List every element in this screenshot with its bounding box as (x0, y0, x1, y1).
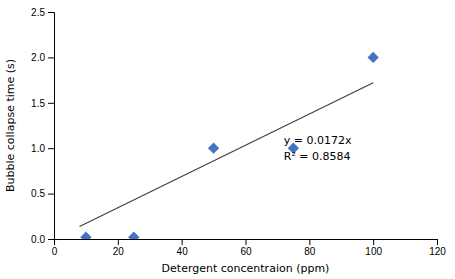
y-tick: 0.5 (31, 188, 54, 199)
y-axis-title: Bubble collapse time (s) (4, 59, 17, 192)
scatter-point (128, 232, 139, 239)
x-tick: 20 (113, 239, 125, 257)
y-tick: 2.5 (31, 7, 54, 18)
y-tick-label: 0.0 (31, 234, 45, 245)
x-tick-label: 100 (365, 246, 382, 257)
x-tick-mark (182, 239, 183, 245)
x-tick-label: 40 (177, 246, 189, 257)
y-tick: 1.0 (31, 143, 54, 154)
x-tick-mark (118, 239, 119, 245)
x-tick: 80 (304, 239, 316, 257)
y-axis: 0.0 0.5 1.0 1.5 2.0 2.5 (31, 7, 54, 245)
y-tick-mark (48, 12, 54, 13)
y-tick-label: 1.5 (31, 98, 45, 109)
y-tick-mark (48, 103, 54, 104)
x-tick-mark (373, 239, 374, 245)
scatter-point (208, 143, 219, 154)
x-tick-label: 0 (52, 246, 58, 257)
trend-line (80, 83, 374, 227)
y-tick-label: 2.0 (31, 52, 45, 63)
x-tick-label: 80 (304, 246, 316, 257)
scatter-point (80, 232, 91, 239)
x-axis-line (55, 240, 438, 246)
y-tick-mark (48, 148, 54, 149)
y-axis-line (48, 13, 55, 240)
annotation-line: y = 0.0172x (284, 134, 352, 147)
annotation: y = 0.0172x R² = 0.8584 (284, 134, 352, 164)
plot: 0 20 40 60 80 100 120 0.0 0.5 1.0 1.5 2.0 2.5 y = 0.0… (4, 7, 446, 275)
x-tick: 100 (365, 239, 382, 257)
y-tick-mark (48, 239, 54, 240)
x-tick-label: 120 (429, 246, 446, 257)
x-tick-mark (437, 239, 438, 245)
x-tick: 40 (177, 239, 189, 257)
x-tick: 0 (52, 239, 58, 257)
annotation-line: R² = 0.8584 (284, 150, 351, 163)
x-tick-label: 20 (113, 246, 125, 257)
y-tick: 0.0 (31, 234, 54, 245)
y-tick-label: 1.0 (31, 143, 45, 154)
chart: 0 20 40 60 80 100 120 0.0 0.5 1.0 1.5 2.0 2.5 y = 0.0… (0, 0, 455, 279)
y-tick-mark (48, 57, 54, 58)
x-tick-mark (246, 239, 247, 245)
x-tick: 120 (429, 239, 446, 257)
x-tick-label: 60 (240, 246, 252, 257)
y-tick-mark (48, 194, 54, 195)
scatter-point (368, 52, 379, 63)
y-tick: 1.5 (31, 98, 54, 109)
y-tick-label: 2.5 (31, 7, 45, 18)
marks (80, 52, 379, 239)
y-tick-label: 0.5 (31, 188, 45, 199)
x-axis: 0 20 40 60 80 100 120 (52, 239, 447, 257)
x-axis-title: Detergent concentraion (ppm) (162, 262, 330, 275)
x-tick: 60 (240, 239, 252, 257)
x-tick-mark (309, 239, 310, 245)
y-tick: 2.0 (31, 52, 54, 63)
